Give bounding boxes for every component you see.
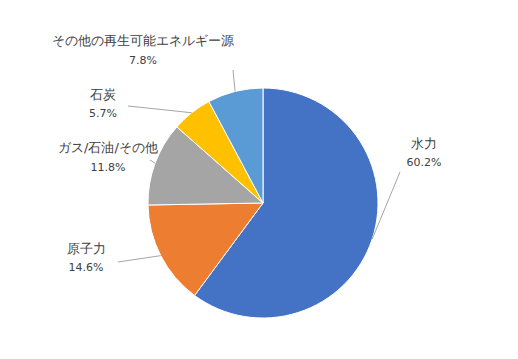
background	[0, 0, 518, 359]
data-label: 14.6%	[69, 261, 104, 274]
category-label: 石炭	[90, 87, 116, 102]
slices	[148, 88, 378, 318]
leader-line	[372, 172, 400, 239]
labels: 水力 60.2% 原子力 14.6% ガス/石油/その他 11.8% 石炭 5.7% その他の再…	[52, 33, 441, 274]
category-label: その他の再生可能エネルギー源	[52, 33, 234, 48]
pie-slice	[209, 88, 263, 203]
category-label: ガス/石油/その他	[58, 140, 158, 155]
data-label: 5.7%	[89, 107, 117, 120]
data-label: 7.8%	[129, 54, 157, 67]
pie-slice	[148, 203, 263, 295]
chart: 水力 60.2% 原子力 14.6% ガス/石油/その他 11.8% 石炭 5.7% その他の再…	[0, 0, 518, 359]
data-label: 60.2%	[407, 156, 442, 169]
leader-line	[233, 70, 235, 91]
category-label: 原子力	[67, 241, 106, 256]
data-label: 11.8%	[91, 161, 126, 174]
leader-line	[128, 106, 192, 113]
leader-line	[118, 256, 161, 262]
leader-line	[150, 160, 155, 163]
category-label: 水力	[411, 136, 437, 151]
